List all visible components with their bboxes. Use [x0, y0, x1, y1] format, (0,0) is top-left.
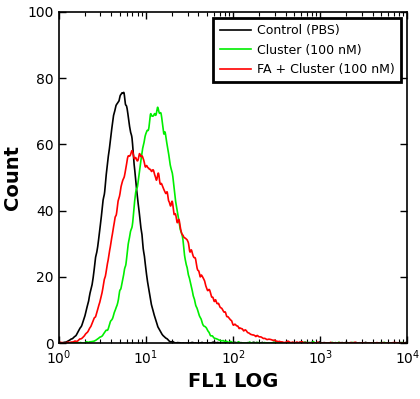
Cluster (100 nM) — [405, 340, 410, 345]
Control (PBS) — [395, 340, 400, 345]
X-axis label: FL1 LOG: FL1 LOG — [188, 372, 278, 391]
Control (PBS) — [121, 90, 126, 95]
FA + Cluster (100 nM) — [226, 315, 231, 320]
Control (PBS) — [58, 341, 63, 346]
Control (PBS) — [226, 341, 231, 346]
FA + Cluster (100 nM) — [331, 341, 336, 346]
FA + Cluster (100 nM) — [74, 339, 79, 344]
Y-axis label: Count: Count — [3, 145, 22, 210]
Cluster (100 nM) — [395, 341, 400, 346]
FA + Cluster (100 nM) — [395, 340, 400, 345]
Cluster (100 nM) — [56, 340, 61, 345]
Cluster (100 nM) — [217, 338, 222, 342]
Cluster (100 nM) — [395, 341, 400, 346]
Cluster (100 nM) — [57, 341, 62, 346]
FA + Cluster (100 nM) — [302, 341, 307, 346]
Line: Cluster (100 nM): Cluster (100 nM) — [59, 107, 407, 343]
FA + Cluster (100 nM) — [129, 148, 134, 153]
FA + Cluster (100 nM) — [405, 341, 410, 346]
Line: FA + Cluster (100 nM): FA + Cluster (100 nM) — [59, 151, 407, 343]
Control (PBS) — [74, 332, 79, 337]
Cluster (100 nM) — [331, 341, 336, 346]
Cluster (100 nM) — [155, 105, 160, 110]
Legend: Control (PBS), Cluster (100 nM), FA + Cluster (100 nM): Control (PBS), Cluster (100 nM), FA + Cl… — [213, 18, 401, 82]
Cluster (100 nM) — [74, 340, 79, 345]
FA + Cluster (100 nM) — [56, 340, 61, 345]
Control (PBS) — [395, 341, 400, 346]
Control (PBS) — [331, 341, 336, 346]
FA + Cluster (100 nM) — [217, 303, 222, 308]
Cluster (100 nM) — [226, 340, 231, 345]
Control (PBS) — [405, 341, 410, 346]
Line: Control (PBS): Control (PBS) — [59, 93, 407, 343]
FA + Cluster (100 nM) — [395, 340, 400, 345]
Control (PBS) — [217, 341, 222, 346]
Control (PBS) — [56, 340, 61, 344]
